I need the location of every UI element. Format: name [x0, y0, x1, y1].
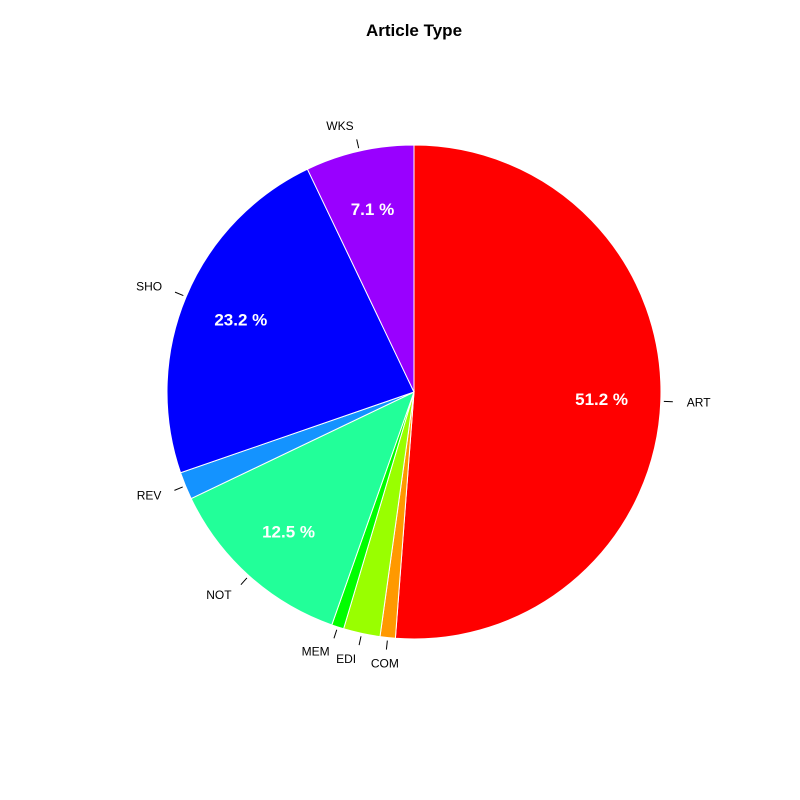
percent-label-wks: 7.1 %: [351, 200, 394, 219]
slice-label-wks: WKS: [326, 119, 353, 133]
slice-label-art: ART: [687, 395, 711, 409]
label-tick-edi: [358, 636, 362, 646]
label-ticks: [174, 139, 673, 650]
slice-label-sho: SHO: [136, 280, 162, 294]
slice-label-rev: REV: [137, 489, 162, 503]
slice-label-mem: MEM: [302, 645, 330, 659]
slice-label-not: NOT: [206, 588, 232, 602]
percent-labels: 51.2 % 12.5 % 23.2 % 7.1 %: [214, 200, 628, 542]
percent-label-art: 51.2 %: [575, 390, 628, 409]
slice-label-edi: EDI: [336, 652, 356, 666]
label-tick-wks: [356, 139, 360, 149]
label-tick-rev: [174, 486, 183, 491]
pie-slice-not: [190, 391, 415, 626]
pie-slices: [166, 144, 662, 640]
pie-slice-art: [394, 144, 662, 640]
label-tick-com: [385, 640, 388, 650]
label-tick-not: [240, 577, 248, 585]
label-tick-sho: [174, 291, 184, 297]
percent-label-not: 12.5 %: [262, 523, 315, 542]
pie-slice-wks: [306, 144, 415, 393]
slice-labels: ART COM EDI MEM NOT REV SHO WKS: [136, 119, 711, 671]
chart-title: Article Type: [366, 21, 462, 40]
slice-label-com: COM: [371, 656, 399, 670]
label-tick-mem: [333, 629, 338, 639]
percent-label-sho: 23.2 %: [214, 311, 267, 330]
pie-slice-sho: [166, 168, 415, 474]
